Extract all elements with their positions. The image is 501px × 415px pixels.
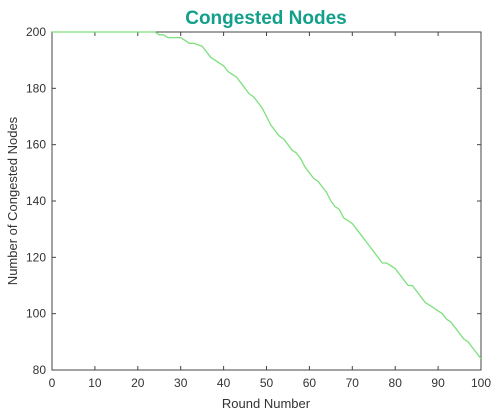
y-axis: 80 100 120 140 160 180 200 (26, 25, 481, 377)
chart-title: Congested Nodes (185, 8, 347, 29)
x-tick-label: 10 (88, 376, 102, 390)
x-tick-label: 40 (217, 376, 231, 390)
x-tick-label: 60 (303, 376, 317, 390)
x-tick-label: 20 (131, 376, 145, 390)
series-line (52, 31, 482, 360)
x-tick-label: 80 (389, 376, 403, 390)
y-tick-label: 200 (26, 25, 46, 39)
x-tick-label: 30 (174, 376, 188, 390)
x-tick-label: 90 (431, 376, 445, 390)
x-axis-label: Round Number (222, 396, 311, 411)
y-tick-label: 160 (26, 138, 46, 152)
y-axis-label: Number of Congested Nodes (5, 116, 20, 285)
x-axis: 0 10 20 30 40 50 60 70 80 90 100 (49, 32, 491, 390)
x-tick-label: 70 (346, 376, 360, 390)
x-tick-label: 0 (49, 376, 56, 390)
x-tick-label: 50 (260, 376, 274, 390)
y-tick-label: 180 (26, 81, 46, 95)
plot-frame (51, 31, 482, 371)
y-tick-label: 120 (26, 250, 46, 264)
y-tick-label: 100 (26, 307, 46, 321)
x-tick-label: 100 (471, 376, 491, 390)
series-layer (52, 31, 482, 360)
y-tick-label: 80 (33, 363, 47, 377)
y-tick-label: 140 (26, 194, 46, 208)
